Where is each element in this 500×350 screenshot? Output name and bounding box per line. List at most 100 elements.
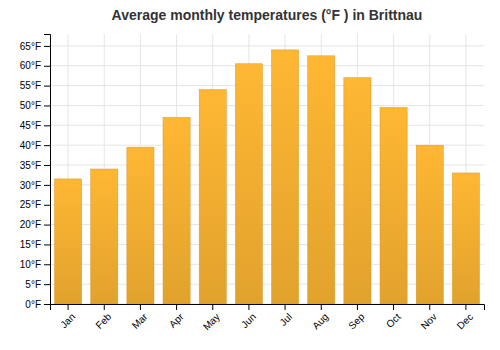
tick-mark xyxy=(44,66,50,67)
tick-mark xyxy=(44,244,50,245)
tick-label: Aug xyxy=(310,311,330,331)
tick: May xyxy=(201,304,222,332)
axis-line xyxy=(51,305,485,311)
tick: 25°F xyxy=(20,199,50,210)
tick-label: Jan xyxy=(58,311,77,330)
tick: 50°F xyxy=(20,100,50,111)
tick-label: 65°F xyxy=(20,41,41,52)
tick-label: 30°F xyxy=(20,180,41,191)
bar xyxy=(308,56,335,304)
tick: 55°F xyxy=(20,80,50,91)
tick: Apr xyxy=(167,304,186,330)
tick-mark xyxy=(44,105,50,106)
tick-mark xyxy=(429,304,430,310)
grid-line xyxy=(50,85,484,86)
y-axis: 0°F 5°F 10°F 15°F 20°F 25°F 30°F 35°F 40°F 45°F 50… xyxy=(20,35,51,310)
bar xyxy=(452,173,479,304)
bar xyxy=(91,169,118,304)
tick-label: 60°F xyxy=(20,60,41,71)
tick-label: Apr xyxy=(167,311,186,330)
tick: Mar xyxy=(130,304,150,331)
tick-label: Nov xyxy=(419,311,439,331)
tick: Dec xyxy=(455,304,475,331)
tick-mark xyxy=(44,225,50,226)
tick: 15°F xyxy=(20,239,50,250)
tick-label: 25°F xyxy=(20,199,41,210)
tick-label: Jun xyxy=(239,311,258,330)
tick-mark xyxy=(44,86,50,87)
tick: Jul xyxy=(277,304,294,328)
tick: Jan xyxy=(58,304,77,330)
tick-mark xyxy=(44,304,50,305)
tick-mark xyxy=(140,304,141,310)
plot: 0°F 5°F 10°F 15°F 20°F 25°F 30°F 35°F 40°F 45°F 50… xyxy=(20,34,485,332)
bar xyxy=(272,50,299,304)
tick-label: 35°F xyxy=(20,160,41,171)
bar xyxy=(416,145,443,304)
tick-mark xyxy=(44,185,50,186)
tick-mark xyxy=(212,304,213,310)
tick-mark xyxy=(44,205,50,206)
tick-mark xyxy=(176,304,177,310)
tick-label: 50°F xyxy=(20,100,41,111)
bar xyxy=(55,179,82,304)
tick: Aug xyxy=(310,304,330,331)
tick: 30°F xyxy=(20,180,50,191)
tick-label: Jul xyxy=(277,311,294,328)
tick-mark xyxy=(104,304,105,310)
tick: 40°F xyxy=(20,140,50,151)
tick-mark xyxy=(465,304,466,310)
tick-label: 15°F xyxy=(20,239,41,250)
grid xyxy=(50,34,484,304)
tick: 65°F xyxy=(20,41,50,52)
axis-line xyxy=(44,35,51,305)
tick-mark xyxy=(44,125,50,126)
tick-mark xyxy=(393,304,394,310)
bar xyxy=(127,147,154,304)
tick: Oct xyxy=(384,304,403,330)
tick-mark xyxy=(321,304,322,310)
tick: 5°F xyxy=(25,279,50,290)
tick-label: 0°F xyxy=(25,299,41,310)
tick-mark xyxy=(68,304,69,310)
tick: 10°F xyxy=(20,259,50,270)
grid-line xyxy=(50,45,484,46)
tick-mark xyxy=(44,165,50,166)
tick-label: Feb xyxy=(93,311,113,331)
grid-line xyxy=(50,65,484,66)
x-axis: Jan Feb Mar Apr May Jun Jul Aug Sep Oct Nov Dec xyxy=(51,304,485,332)
tick: 60°F xyxy=(20,60,50,71)
tick-mark xyxy=(44,264,50,265)
tick: Feb xyxy=(93,304,113,331)
tick-label: 20°F xyxy=(20,219,41,230)
title: Average monthly temperatures (°F ) in Br… xyxy=(112,7,423,23)
tick: 45°F xyxy=(20,120,50,131)
tick-label: 10°F xyxy=(20,259,41,270)
tick: Jun xyxy=(239,304,258,330)
tick-mark xyxy=(357,304,358,310)
tick-label: May xyxy=(201,311,222,332)
tick: 20°F xyxy=(20,219,50,230)
tick-mark xyxy=(285,304,286,310)
bar xyxy=(344,78,371,304)
grid-line xyxy=(50,125,484,126)
bar xyxy=(380,107,407,304)
tick-mark xyxy=(248,304,249,310)
grid-line xyxy=(50,105,484,106)
tick: 35°F xyxy=(20,160,50,171)
tick: Sep xyxy=(346,304,367,331)
tick-label: Oct xyxy=(384,311,403,330)
tick-label: 40°F xyxy=(20,140,41,151)
tick-label: Mar xyxy=(130,311,150,331)
bar xyxy=(199,90,226,304)
tick: 0°F xyxy=(25,299,50,310)
tick: Nov xyxy=(419,304,439,331)
tick-mark xyxy=(44,284,50,285)
chart: 0°F 5°F 10°F 15°F 20°F 25°F 30°F 35°F 40°F 45°F 50… xyxy=(0,0,500,350)
tick-mark xyxy=(44,145,50,146)
tick-mark xyxy=(44,46,50,47)
tick-label: Dec xyxy=(455,311,475,331)
bar xyxy=(235,64,262,304)
tick-label: 5°F xyxy=(25,279,41,290)
bar xyxy=(163,117,190,304)
